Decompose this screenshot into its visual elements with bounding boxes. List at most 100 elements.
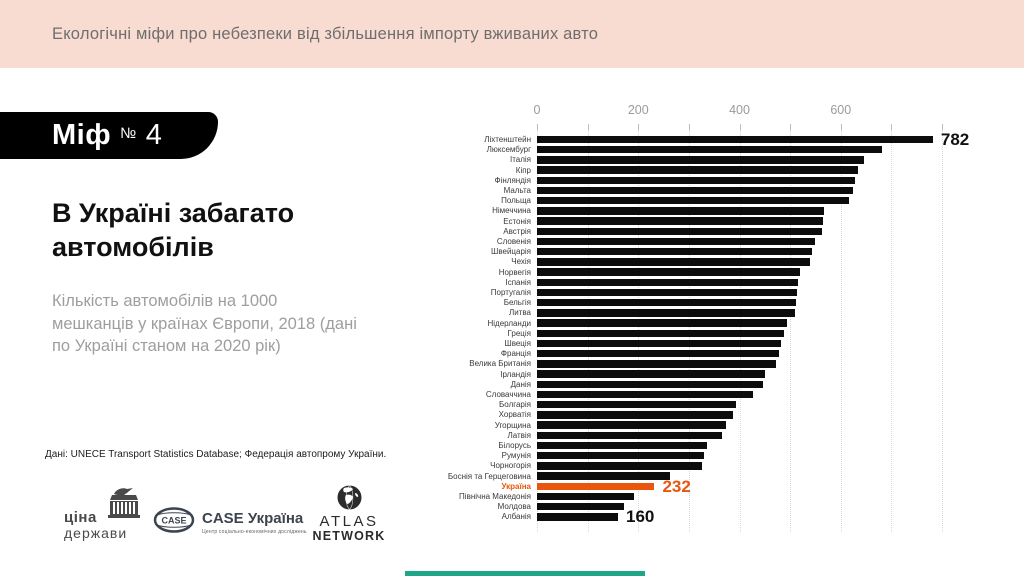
bar-label: Швейцарія bbox=[491, 247, 531, 257]
bar bbox=[537, 350, 779, 358]
globe-icon bbox=[336, 485, 363, 515]
axis-tick bbox=[537, 124, 538, 130]
bar bbox=[537, 329, 785, 337]
bar-label: Естонія bbox=[503, 216, 531, 226]
bar bbox=[537, 431, 722, 439]
bar-label: Люксембург bbox=[486, 145, 531, 155]
bar-label: Бельгія bbox=[503, 298, 531, 308]
bar-label: Північна Македонія bbox=[459, 492, 531, 501]
bar bbox=[537, 207, 825, 215]
data-source-note: Дані: UNECE Transport Statistics Databas… bbox=[45, 449, 387, 460]
bar-label: Австрія bbox=[503, 226, 531, 236]
axis-tick bbox=[587, 124, 589, 130]
bar-label: Швеція bbox=[504, 339, 531, 348]
bar bbox=[537, 482, 655, 490]
bar bbox=[537, 237, 816, 246]
bar-label: Білорусь bbox=[498, 441, 531, 450]
logo-case-title: CASE Україна bbox=[202, 509, 304, 527]
case-oval-icon: CASE bbox=[153, 506, 195, 539]
bar bbox=[537, 462, 703, 470]
bar bbox=[537, 370, 766, 378]
bar bbox=[537, 146, 882, 154]
page-subtitle: Кількість автомобілів на 1000 мешканців … bbox=[52, 292, 357, 355]
logo-cina-line2: держави bbox=[64, 525, 128, 541]
bar bbox=[537, 197, 850, 205]
bar bbox=[537, 268, 801, 276]
bar bbox=[537, 472, 670, 480]
bar-label: Угорщина bbox=[494, 420, 531, 430]
bar-label: Україна bbox=[501, 481, 531, 491]
axis-number: 400 bbox=[729, 103, 750, 117]
bar bbox=[537, 390, 753, 399]
bar bbox=[537, 492, 635, 501]
bar-label: Албанія bbox=[501, 512, 531, 522]
bar-label: Ліхтенштейн bbox=[484, 135, 531, 144]
bar-label: Велика Британія bbox=[469, 359, 531, 369]
axis-tick bbox=[891, 124, 893, 130]
logo-case-subtitle: Центр соціально-економічних досліджень bbox=[202, 528, 307, 535]
header-band: Екологічні міфи про небезпеки від збільш… bbox=[0, 0, 1024, 68]
bar bbox=[537, 503, 625, 511]
bar-label: Греція bbox=[507, 328, 531, 338]
bar-label: Молдова bbox=[497, 502, 531, 512]
bar bbox=[537, 288, 798, 297]
footer-accent-bar bbox=[405, 571, 645, 576]
myth-badge: Міф № 4 bbox=[0, 112, 218, 159]
logo-cina-line1: ціна bbox=[64, 509, 97, 526]
bar-label: Словаччина bbox=[485, 390, 531, 399]
bar-label: Франція bbox=[500, 349, 531, 359]
axis-number: 600 bbox=[830, 103, 852, 117]
bar bbox=[537, 309, 796, 317]
bar bbox=[537, 299, 797, 307]
gridline bbox=[840, 130, 842, 532]
bar-label: Німеччина bbox=[492, 206, 531, 216]
logo-case-ukraine: CASE CASE Україна Центр соціально-економ… bbox=[153, 502, 307, 542]
bar bbox=[537, 411, 733, 419]
bar bbox=[537, 227, 822, 235]
bar-label: Польща bbox=[501, 196, 531, 206]
logo-atlas-line2: NETWORK bbox=[312, 529, 386, 543]
bar bbox=[537, 176, 856, 184]
axis-tick bbox=[739, 124, 741, 130]
header-title: Екологічні міфи про небезпеки від збільш… bbox=[52, 24, 599, 43]
bar-label: Румунія bbox=[501, 451, 531, 461]
bar bbox=[537, 156, 865, 164]
bar bbox=[537, 513, 618, 521]
bar-label: Кіпр bbox=[515, 165, 531, 175]
bar bbox=[537, 380, 764, 388]
gridline bbox=[942, 130, 943, 532]
axis-tick bbox=[840, 124, 842, 130]
bar-label: Чорногорія bbox=[490, 461, 531, 471]
bar bbox=[537, 186, 854, 195]
bar-label: Литва bbox=[509, 308, 531, 318]
bar-label: Хорватія bbox=[498, 410, 531, 420]
bar-label: Норвегія bbox=[498, 267, 531, 277]
page-title: В Україні забагато автомобілів bbox=[52, 198, 295, 262]
myth-badge-text: Міф № 4 bbox=[52, 119, 162, 152]
bar-label: Іспанія bbox=[505, 277, 531, 287]
bar-label: Фінляндія bbox=[494, 175, 531, 185]
axis-number: 0 bbox=[533, 103, 541, 117]
axis-tick bbox=[942, 124, 943, 130]
bar-label: Італія bbox=[509, 155, 531, 165]
bar-label: Латвія bbox=[507, 430, 531, 440]
bar bbox=[537, 278, 799, 286]
parliament-building-icon bbox=[90, 487, 148, 528]
axis-number: 200 bbox=[627, 103, 649, 117]
logo-atlas-network: ATLAS NETWORK bbox=[306, 484, 392, 546]
axis-tick bbox=[688, 124, 690, 130]
bar-label: Словенія bbox=[496, 237, 531, 246]
bar-label: Боснія та Герцеговина bbox=[447, 471, 531, 481]
bar-label: Ірландія bbox=[500, 369, 531, 379]
bar-label: Нідерланди bbox=[487, 318, 531, 328]
bar bbox=[537, 421, 726, 429]
gridline bbox=[790, 130, 792, 532]
bar bbox=[537, 452, 705, 460]
bar bbox=[537, 319, 788, 327]
bar-label: Данія bbox=[510, 379, 531, 389]
bar-label: Португалія bbox=[490, 288, 531, 297]
axis-tick bbox=[638, 124, 640, 130]
bar bbox=[537, 258, 811, 266]
gridline bbox=[891, 130, 893, 532]
